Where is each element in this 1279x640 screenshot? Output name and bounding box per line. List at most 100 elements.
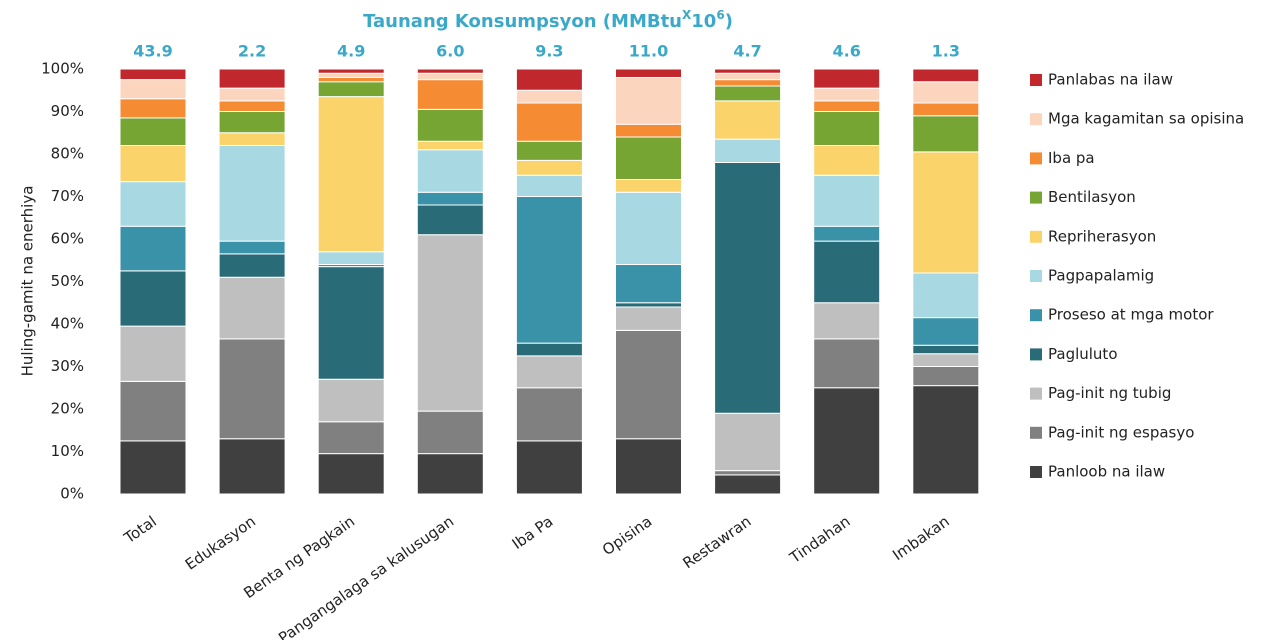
bar-segment bbox=[119, 270, 187, 327]
total-label: 11.0 bbox=[629, 42, 668, 61]
bar-segment bbox=[714, 72, 782, 81]
legend-label: Panloob na ilaw bbox=[1048, 463, 1165, 481]
bar-segment bbox=[615, 438, 682, 495]
x-tick-label: Total bbox=[120, 512, 160, 547]
y-tick-label: 90% bbox=[51, 102, 84, 120]
y-tick-label: 80% bbox=[51, 145, 84, 163]
legend-label: Mga kagamitan sa opisina bbox=[1048, 110, 1244, 128]
bar-segment bbox=[813, 87, 881, 102]
bar-segment bbox=[218, 438, 286, 495]
bar-segment bbox=[317, 72, 385, 78]
bar-segment bbox=[912, 151, 980, 274]
total-label: 1.3 bbox=[932, 42, 960, 61]
bar-segment bbox=[615, 264, 682, 304]
total-label: 4.9 bbox=[337, 42, 365, 61]
y-tick-label: 0% bbox=[60, 485, 84, 503]
bar-segment bbox=[912, 366, 980, 387]
bar-segment bbox=[912, 272, 980, 319]
bar-segment bbox=[218, 145, 286, 242]
bar-segment bbox=[912, 317, 980, 346]
bar-segment bbox=[119, 225, 187, 272]
bar-segment bbox=[515, 440, 583, 495]
legend-label: Repriherasyon bbox=[1048, 227, 1156, 245]
bar-segment bbox=[714, 100, 782, 140]
bar-segment bbox=[714, 138, 782, 163]
bar-segment bbox=[615, 329, 682, 440]
bar-segment bbox=[515, 196, 583, 344]
legend-swatch bbox=[1030, 113, 1042, 126]
legend-swatch bbox=[1030, 466, 1042, 478]
bar-segment bbox=[416, 191, 484, 206]
legend-swatch bbox=[1030, 230, 1042, 243]
bar-segment bbox=[317, 77, 385, 83]
legend-swatch bbox=[1030, 348, 1042, 361]
bar-segment bbox=[813, 302, 881, 340]
bar-segment bbox=[218, 87, 286, 102]
y-tick-label: 40% bbox=[51, 315, 84, 333]
bar-segment bbox=[119, 380, 187, 442]
bar-segment bbox=[218, 111, 286, 134]
bar-segment bbox=[218, 68, 286, 89]
bar-segment bbox=[119, 145, 187, 183]
legend-label: Pagluluto bbox=[1048, 345, 1118, 363]
bar-segment bbox=[515, 102, 583, 142]
bar-segment bbox=[813, 145, 881, 176]
bar-segment bbox=[912, 102, 980, 117]
chart-title: Taunang Konsumpsyon (MMBtuX106) bbox=[363, 8, 733, 33]
total-label: 6.0 bbox=[436, 42, 464, 61]
bar-segment bbox=[714, 474, 782, 495]
bar-segment bbox=[515, 342, 583, 357]
legend-swatch bbox=[1030, 309, 1042, 322]
legend-label: Panlabas na ilaw bbox=[1048, 71, 1173, 89]
bar-segment bbox=[218, 132, 286, 146]
bar-segment bbox=[615, 123, 682, 138]
bar-segment bbox=[515, 159, 583, 176]
total-label: 9.3 bbox=[535, 42, 563, 61]
legend-swatch bbox=[1030, 191, 1042, 204]
bar-segment bbox=[813, 240, 881, 304]
bar-segment bbox=[416, 72, 484, 81]
bar-segment bbox=[615, 302, 682, 308]
bar-segment bbox=[416, 79, 484, 110]
bar-segment bbox=[119, 440, 187, 495]
bar-segment bbox=[317, 266, 385, 380]
bar-segment bbox=[317, 81, 385, 98]
bar-segment bbox=[317, 96, 385, 253]
bar-segment bbox=[515, 174, 583, 197]
bar-segment bbox=[119, 181, 187, 227]
legend-label: Iba pa bbox=[1048, 149, 1095, 167]
bar-segment bbox=[119, 98, 187, 119]
title-part: ) bbox=[725, 11, 733, 32]
bar-segment bbox=[813, 174, 881, 227]
title-part: 6 bbox=[716, 8, 724, 22]
legend-swatch bbox=[1030, 152, 1042, 165]
bar-segment bbox=[119, 117, 187, 146]
bar-segment bbox=[615, 136, 682, 180]
bar-segment bbox=[218, 100, 286, 112]
bar-segment bbox=[615, 306, 682, 331]
legend-label: Bentilasyon bbox=[1048, 188, 1136, 206]
bar-segment bbox=[119, 325, 187, 382]
bar-segment bbox=[714, 85, 782, 102]
bar-segment bbox=[912, 385, 980, 495]
bar-segment bbox=[416, 68, 484, 74]
bar-segment bbox=[218, 276, 286, 340]
bar-segment bbox=[515, 355, 583, 389]
y-axis-label: Huling-gamit na enerhiya bbox=[19, 186, 37, 377]
bar-segment bbox=[515, 387, 583, 442]
bar-segment bbox=[416, 410, 484, 455]
bar-segment bbox=[317, 453, 385, 495]
bar-segment bbox=[615, 68, 682, 78]
bar-segment bbox=[218, 338, 286, 440]
legend-label: Proseso at mga motor bbox=[1048, 306, 1214, 324]
y-tick-label: 10% bbox=[51, 442, 84, 460]
bar-segment bbox=[218, 253, 286, 278]
legend-label: Pagpapalamig bbox=[1048, 267, 1154, 285]
legend-swatch bbox=[1030, 387, 1042, 400]
bar-segment bbox=[912, 115, 980, 153]
x-tick-label: Restawran bbox=[679, 512, 754, 572]
bar-segment bbox=[714, 470, 782, 476]
x-tick-label: Imbakan bbox=[889, 512, 952, 564]
bar-segment bbox=[813, 387, 881, 495]
bar-segment bbox=[317, 251, 385, 265]
